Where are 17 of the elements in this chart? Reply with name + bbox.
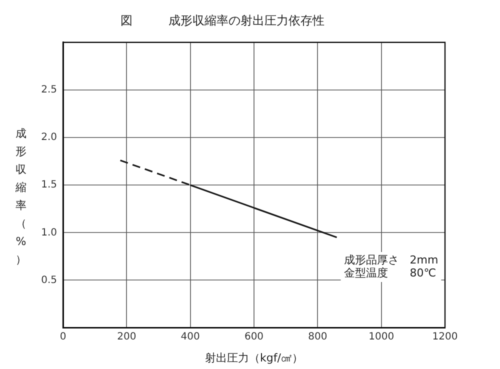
y-tick-label: 0.5 xyxy=(41,274,57,286)
x-tick-label: 600 xyxy=(244,331,264,342)
x-tick-label: 400 xyxy=(180,331,200,342)
x-axis-title: 射出圧力（kgf/㎠） xyxy=(205,351,303,364)
annotation: 金型温度 80℃ xyxy=(344,266,436,280)
y-tick-label: 2.0 xyxy=(41,132,57,144)
x-tick-label: 1000 xyxy=(368,331,394,342)
x-tick-label: 1200 xyxy=(432,331,458,342)
y-axis-title: 成形収縮率（%） xyxy=(14,126,28,268)
x-tick-label: 800 xyxy=(308,331,328,342)
y-tick-label: 2.5 xyxy=(41,84,57,96)
chart-title: 図 成形収縮率の射出圧力依存性 xyxy=(120,13,324,28)
y-tick-label: 1.0 xyxy=(41,227,57,238)
x-tick-label: 0 xyxy=(60,331,66,342)
y-tick-label: 1.5 xyxy=(41,180,57,191)
x-tick-label: 200 xyxy=(117,331,136,342)
annotation: 成形品厚さ 2mm xyxy=(344,253,438,266)
